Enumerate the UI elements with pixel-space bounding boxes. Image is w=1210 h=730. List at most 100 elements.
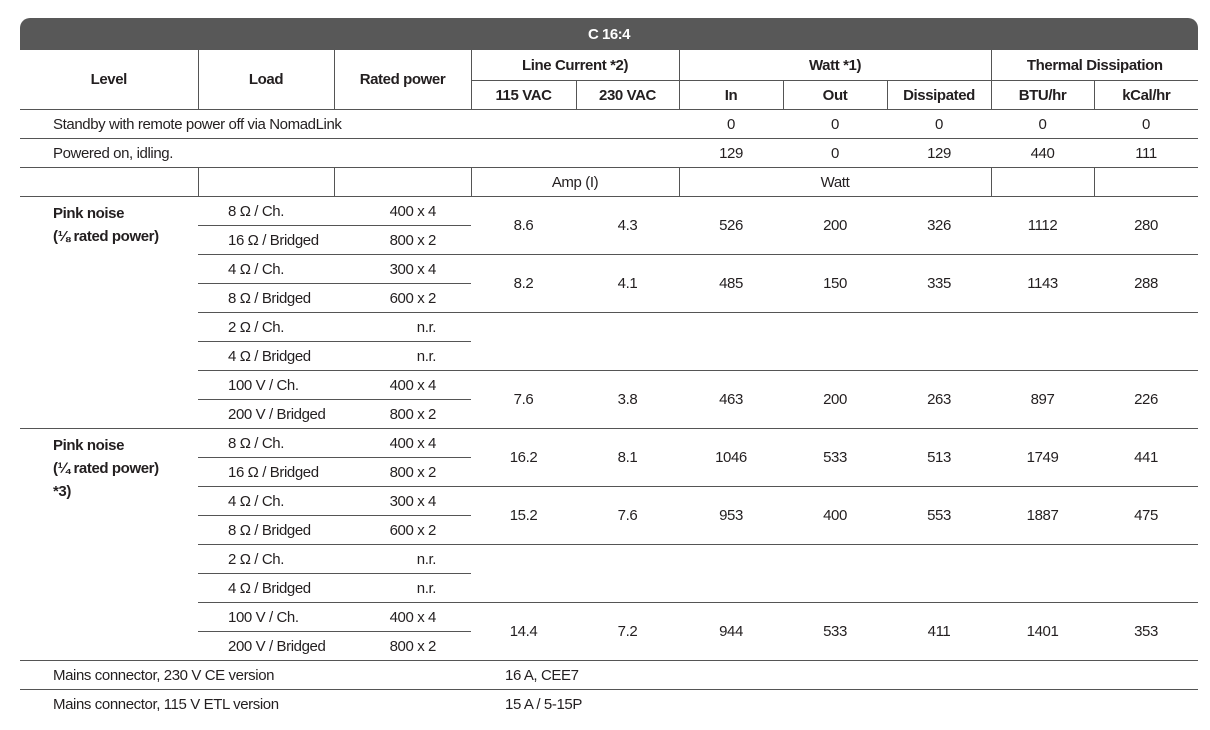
value-cell: 463 [679,370,783,429]
header-line-current: Line Current *2) [471,50,680,81]
value-cell: 353 [1094,602,1199,661]
load-cell: 8 Ω / Ch. [198,196,334,226]
load-cell: 2 Ω / Ch. [198,544,334,574]
load-cell: 8 Ω / Bridged [198,283,334,313]
value-cell: 944 [679,602,783,661]
value-cell: 7.6 [576,486,679,545]
header-btu-hr: BTU/hr [991,80,1095,110]
unit-amp: Amp (I) [471,167,680,197]
empty-value-cell [471,312,1199,371]
row-value: 440 [991,138,1095,168]
rated-power-cell: 400 x 4 [334,370,471,400]
rated-power-cell: n.r. [334,573,471,603]
level-text: (⅛ rated power) [53,228,159,245]
level-cell: Pink noise (¼ rated power) *3) [20,428,198,661]
level-text: Pink noise [53,437,125,454]
row-value: 111 [1094,138,1199,168]
level-text: *3) [53,483,71,500]
table-title: C 16:4 [20,18,1198,50]
table-row: Powered on, idling. 129 0 129 440 111 [20,138,1199,168]
row-label: Powered on, idling. [20,138,679,168]
rated-power-cell: 300 x 4 [334,486,471,516]
header-row-2: 115 VAC 230 VAC In Out Dissipated BTU/hr kCal/… [20,80,1199,110]
rated-power-cell: 300 x 4 [334,254,471,284]
value-cell: 526 [679,196,783,255]
row-value: 0 [887,109,992,139]
value-cell: 335 [887,254,992,313]
table-row: 4 Ω / Ch. 300 x 4 8.2 4.1 485 150 335 1143 288 [20,254,1199,313]
value-cell: 263 [887,370,992,429]
value-cell: 4.1 [576,254,679,313]
header-load: Load [198,50,335,110]
table-row: 4 Ω / Bridged n.r. [20,341,1198,371]
table-row: Pink noise (¼ rated power) *3) 8 Ω / Ch. 400… [20,428,1199,661]
table-row: 8 Ω / Bridged 600 x 2 [20,283,1198,313]
mains-label: Mains connector, 230 V CE version [20,660,471,690]
value-cell: 1112 [991,196,1095,255]
unit-cell [198,167,335,197]
header-in: In [679,80,784,110]
value-cell: 15.2 [471,486,576,545]
load-cell: 8 Ω / Bridged [198,515,334,545]
table-row: 200 V / Bridged 800 x 2 [20,399,1198,429]
load-cell: 16 Ω / Bridged [198,457,334,487]
load-cell: 100 V / Ch. [198,602,334,632]
table-row: 4 Ω / Ch. 300 x 4 15.2 7.6 953 400 553 1887 475 [20,486,1199,545]
header-out: Out [783,80,888,110]
rated-power-cell: 600 x 2 [334,283,471,313]
unit-row: Amp (I) Watt [20,167,1199,197]
value-cell: 897 [991,370,1095,429]
rated-power-cell: 800 x 2 [334,631,471,661]
level-text: Pink noise [53,205,125,222]
value-cell: 3.8 [576,370,679,429]
value-cell: 953 [679,486,783,545]
row-value: 0 [1094,109,1199,139]
value-cell: 1046 [679,428,783,487]
unit-cell [334,167,472,197]
row-value: 0 [679,109,783,139]
load-cell: 16 Ω / Bridged [198,225,334,255]
table-row: 100 V / Ch. 400 x 4 7.6 3.8 463 200 263 897 226 [20,370,1199,429]
header-kcal-hr: kCal/hr [1094,80,1199,110]
unit-cell [20,167,199,197]
value-cell: 326 [887,196,992,255]
header-rated-power: Rated power [334,50,472,110]
value-cell: 226 [1094,370,1199,429]
value-cell: 280 [1094,196,1199,255]
rated-power-cell: n.r. [334,544,471,574]
rated-power-cell: 600 x 2 [334,515,471,545]
table-row: 16 Ω / Bridged 800 x 2 [20,225,1198,255]
mains-label: Mains connector, 115 V ETL version [53,695,279,713]
table-row: Standby with remote power off via NomadL… [20,109,1199,139]
load-cell: 4 Ω / Ch. [198,254,334,284]
load-cell: 200 V / Bridged [198,631,334,661]
level-text: (¼ rated power) [53,460,159,477]
row-value: 0 [991,109,1095,139]
table-row: 2 Ω / Ch. n.r. [20,544,1199,603]
load-cell: 8 Ω / Ch. [198,428,334,458]
value-cell: 7.6 [471,370,576,429]
row-value: 0 [783,138,887,168]
rated-power-cell: 400 x 4 [334,196,471,226]
mains-row: Mains connector, 115 V ETL version 15 A /… [20,690,1198,719]
value-cell: 200 [783,370,887,429]
table-row: 100 V / Ch. 400 x 4 14.4 7.2 944 533 411 1401 35… [20,602,1199,661]
rated-power-cell: n.r. [334,341,471,371]
mains-value: 16 A, CEE7 [471,660,1199,690]
value-cell: 475 [1094,486,1199,545]
mains-row: Mains connector, 230 V CE version 16 A, C… [20,660,1199,690]
row-value: 129 [887,138,992,168]
power-consumption-table: Level Load Rated power Line Current *2) … [20,50,1199,719]
value-cell: 533 [783,602,887,661]
table-row: 2 Ω / Ch. n.r. [20,312,1199,371]
empty-value-cell [471,544,1199,603]
level-cell: Pink noise (⅛ rated power) [20,196,198,429]
value-cell: 14.4 [471,602,576,661]
table-row: 4 Ω / Bridged n.r. [20,573,1198,603]
rated-power-cell: 800 x 2 [334,225,471,255]
load-cell: 4 Ω / Bridged [198,341,334,371]
value-cell: 288 [1094,254,1199,313]
value-cell: 1887 [991,486,1095,545]
load-cell: 100 V / Ch. [198,370,334,400]
value-cell: 1143 [991,254,1095,313]
